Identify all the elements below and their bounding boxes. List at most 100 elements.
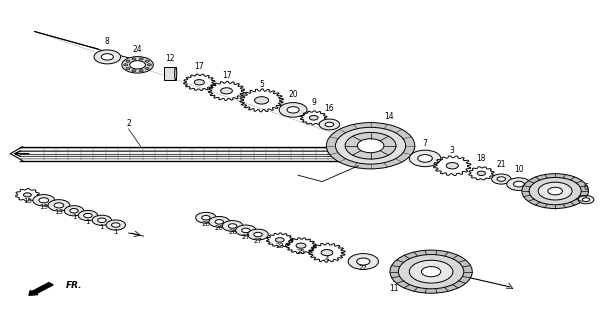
- Circle shape: [78, 211, 98, 220]
- Text: 1: 1: [72, 214, 76, 220]
- Circle shape: [126, 60, 130, 62]
- Text: 12: 12: [165, 54, 174, 63]
- Circle shape: [202, 215, 210, 220]
- Text: 18: 18: [477, 154, 486, 163]
- Circle shape: [145, 68, 149, 69]
- Circle shape: [39, 198, 49, 203]
- Circle shape: [319, 119, 340, 130]
- Circle shape: [247, 229, 268, 240]
- Circle shape: [497, 177, 505, 181]
- Text: 9: 9: [311, 98, 316, 107]
- Circle shape: [84, 213, 92, 218]
- Circle shape: [409, 260, 453, 283]
- Text: 17: 17: [195, 62, 204, 71]
- Circle shape: [33, 195, 55, 206]
- Circle shape: [348, 253, 378, 269]
- Circle shape: [275, 238, 284, 242]
- Text: FR.: FR.: [66, 281, 83, 290]
- Circle shape: [92, 215, 111, 225]
- Circle shape: [255, 97, 269, 104]
- Circle shape: [477, 171, 485, 175]
- Circle shape: [309, 116, 318, 120]
- Circle shape: [241, 228, 250, 233]
- Circle shape: [147, 64, 151, 66]
- Circle shape: [296, 243, 306, 248]
- Circle shape: [209, 216, 230, 227]
- Circle shape: [111, 223, 120, 227]
- Circle shape: [196, 212, 216, 223]
- Text: 27: 27: [241, 234, 250, 240]
- Circle shape: [223, 220, 243, 231]
- Text: 17: 17: [222, 71, 232, 80]
- Text: 2: 2: [126, 119, 131, 128]
- Text: 26: 26: [228, 229, 237, 236]
- Circle shape: [522, 174, 589, 209]
- Circle shape: [287, 107, 299, 113]
- Circle shape: [578, 196, 594, 204]
- Text: 21: 21: [497, 160, 506, 169]
- Circle shape: [529, 178, 581, 205]
- Circle shape: [336, 127, 406, 164]
- Text: 15: 15: [23, 198, 32, 204]
- Circle shape: [582, 198, 590, 202]
- Text: 1: 1: [86, 219, 90, 225]
- Text: 19: 19: [40, 204, 48, 210]
- Circle shape: [126, 68, 130, 69]
- Circle shape: [215, 220, 224, 224]
- Circle shape: [390, 250, 472, 293]
- Text: 26: 26: [201, 221, 210, 227]
- Ellipse shape: [174, 68, 177, 80]
- Text: 23: 23: [275, 244, 284, 250]
- Circle shape: [145, 60, 149, 62]
- Circle shape: [279, 103, 307, 117]
- Circle shape: [357, 258, 370, 265]
- Text: 24: 24: [133, 45, 142, 54]
- Circle shape: [548, 187, 562, 195]
- Circle shape: [94, 50, 120, 64]
- Circle shape: [130, 61, 145, 69]
- Circle shape: [325, 122, 334, 127]
- Text: 14: 14: [384, 112, 393, 121]
- Circle shape: [409, 150, 441, 167]
- Text: 6: 6: [584, 183, 589, 192]
- Text: 13: 13: [54, 209, 63, 215]
- Text: 5: 5: [259, 80, 264, 89]
- Circle shape: [326, 123, 415, 169]
- Circle shape: [398, 254, 464, 289]
- Text: 1: 1: [114, 228, 118, 235]
- Circle shape: [64, 206, 84, 216]
- Circle shape: [254, 232, 262, 237]
- Text: 22: 22: [359, 265, 368, 271]
- Text: 4: 4: [325, 256, 329, 262]
- Text: 27: 27: [254, 238, 263, 244]
- FancyArrow shape: [29, 283, 53, 295]
- Circle shape: [106, 220, 125, 230]
- Circle shape: [122, 57, 153, 73]
- Circle shape: [98, 218, 106, 222]
- Circle shape: [492, 174, 511, 184]
- Circle shape: [194, 80, 204, 85]
- Circle shape: [54, 203, 64, 208]
- Circle shape: [321, 250, 333, 256]
- Text: 1: 1: [100, 224, 104, 230]
- Bar: [164, 68, 176, 80]
- Circle shape: [418, 155, 432, 162]
- Circle shape: [48, 200, 70, 211]
- Circle shape: [139, 70, 143, 72]
- Circle shape: [506, 178, 531, 190]
- Circle shape: [446, 163, 458, 169]
- Circle shape: [139, 58, 143, 60]
- Text: 8: 8: [105, 37, 109, 46]
- Text: 25: 25: [297, 249, 305, 255]
- Text: 11: 11: [389, 284, 398, 293]
- Circle shape: [102, 54, 113, 60]
- Circle shape: [132, 70, 136, 72]
- Circle shape: [421, 267, 441, 277]
- Text: 3: 3: [450, 146, 455, 155]
- Circle shape: [70, 209, 78, 213]
- Circle shape: [24, 193, 32, 197]
- Text: 10: 10: [514, 165, 523, 174]
- Text: 7: 7: [423, 139, 427, 148]
- Circle shape: [123, 64, 128, 66]
- Circle shape: [229, 224, 237, 228]
